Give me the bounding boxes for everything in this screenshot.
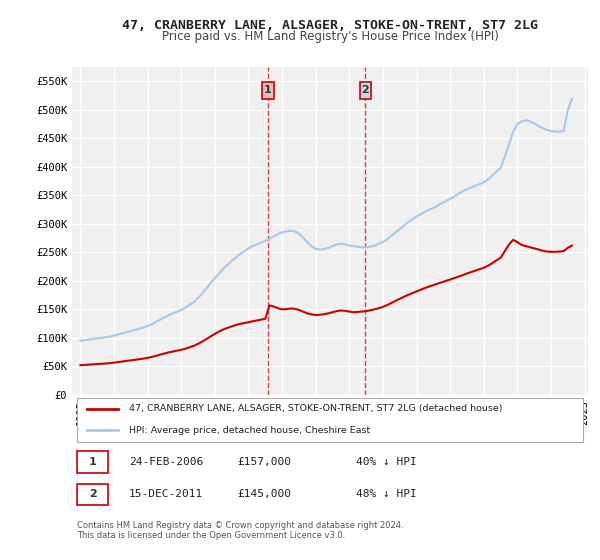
Text: 48% ↓ HPI: 48% ↓ HPI [356,489,416,500]
Text: 24-FEB-2006: 24-FEB-2006 [129,457,203,467]
Text: £145,000: £145,000 [237,489,291,500]
FancyBboxPatch shape [77,451,108,473]
Text: 47, CRANBERRY LANE, ALSAGER, STOKE-ON-TRENT, ST7 2LG (detached house): 47, CRANBERRY LANE, ALSAGER, STOKE-ON-TR… [129,404,502,413]
Text: 2: 2 [89,489,97,500]
Text: 1: 1 [264,85,272,95]
FancyBboxPatch shape [77,398,583,441]
Text: HPI: Average price, detached house, Cheshire East: HPI: Average price, detached house, Ches… [129,426,370,435]
FancyBboxPatch shape [262,82,274,99]
Text: 40% ↓ HPI: 40% ↓ HPI [356,457,416,467]
Text: 1: 1 [89,457,97,467]
Text: 47, CRANBERRY LANE, ALSAGER, STOKE-ON-TRENT, ST7 2LG: 47, CRANBERRY LANE, ALSAGER, STOKE-ON-TR… [122,18,538,32]
Text: £157,000: £157,000 [237,457,291,467]
Text: Contains HM Land Registry data © Crown copyright and database right 2024.
This d: Contains HM Land Registry data © Crown c… [77,521,404,540]
Text: Price paid vs. HM Land Registry's House Price Index (HPI): Price paid vs. HM Land Registry's House … [161,30,499,43]
Text: 2: 2 [362,85,370,95]
FancyBboxPatch shape [359,82,371,99]
Text: 15-DEC-2011: 15-DEC-2011 [129,489,203,500]
FancyBboxPatch shape [77,484,108,505]
